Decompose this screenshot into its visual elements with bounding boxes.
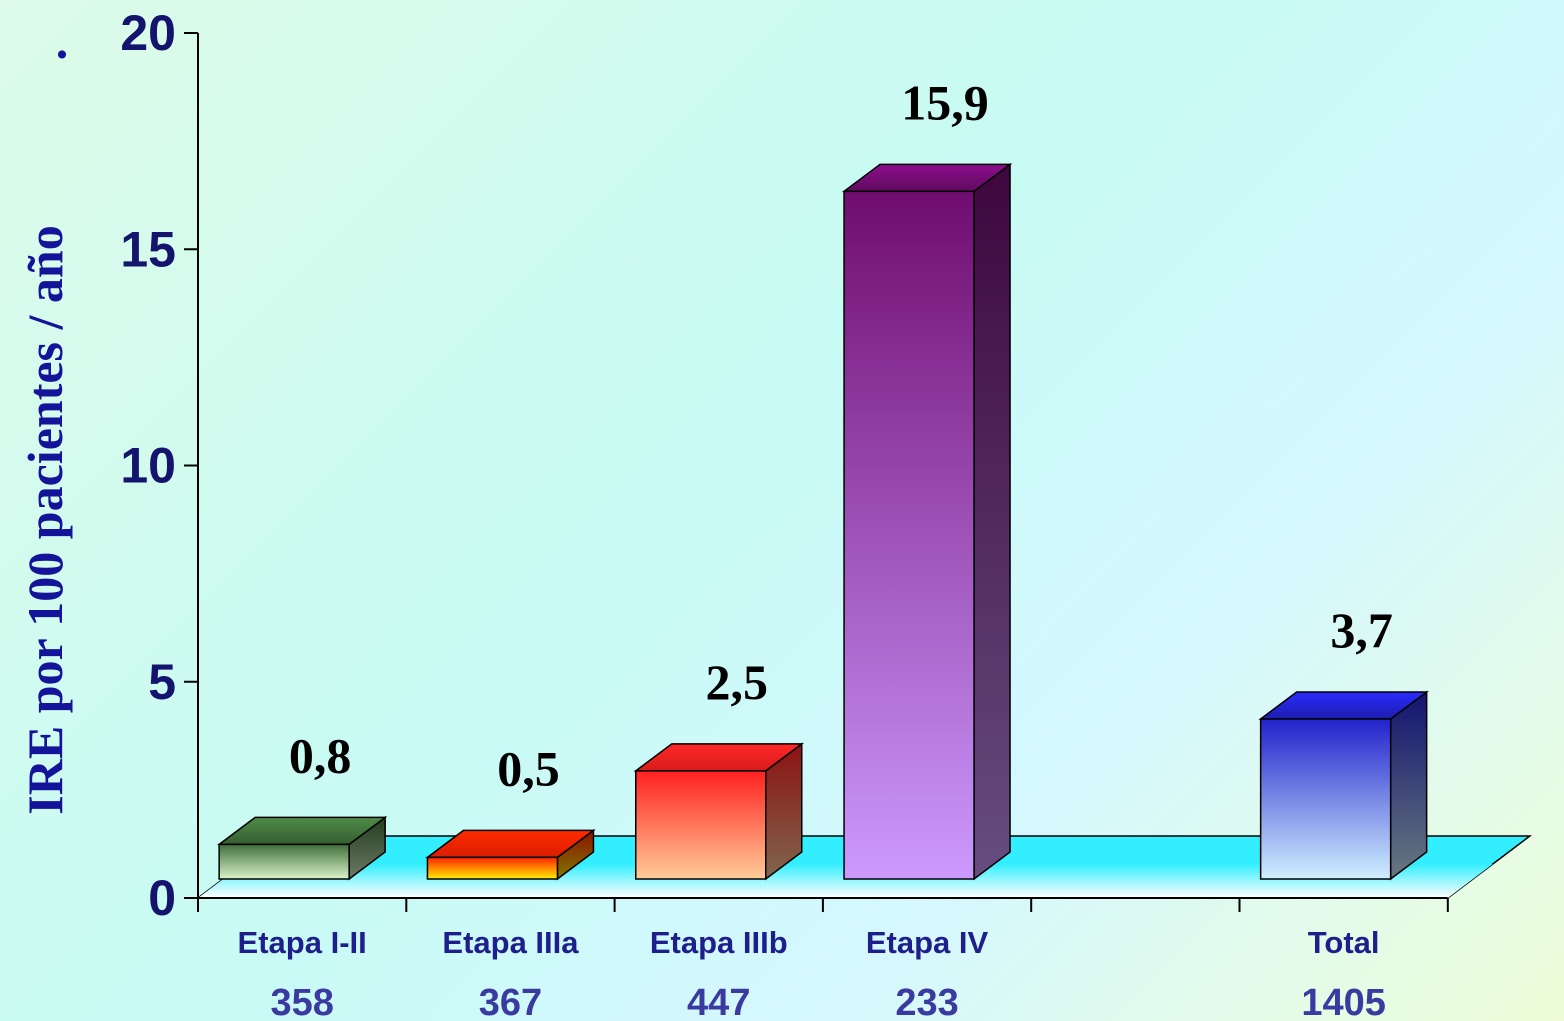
bar-etapa-iiia [425, 828, 596, 881]
bar-etapa-iv [841, 162, 1013, 881]
patient-count-label: 1405 [1301, 982, 1386, 1021]
y-axis-title: IRE por 100 pacientes / año [17, 225, 73, 814]
bar-etapa-i-ii [216, 815, 388, 881]
x-tick-label: Etapa IV [866, 925, 989, 960]
bar-value-label: 2,5 [706, 654, 769, 710]
bar-front-face [218, 843, 350, 880]
patient-count-label: 367 [479, 982, 542, 1021]
y-tick-label: 5 [148, 654, 176, 710]
bar-total [1258, 690, 1429, 881]
bar-value-label: 0,8 [289, 727, 352, 783]
y-tick-label: 10 [120, 438, 176, 494]
bar-front-face [426, 856, 559, 880]
x-tick-label: Etapa IIIb [650, 925, 788, 960]
y-tick-label: 20 [120, 5, 176, 61]
bar-etapa-iiib [633, 742, 804, 881]
bars [216, 162, 1429, 881]
bar-value-label: 0,5 [497, 740, 560, 796]
y-tick-label: 0 [148, 870, 176, 926]
x-tick-label: Total [1308, 925, 1380, 960]
x-tick-label: Etapa IIIa [442, 925, 579, 960]
bar-front-face [635, 770, 767, 880]
patient-count-label: 233 [895, 982, 958, 1021]
bar-value-label: 3,7 [1330, 602, 1393, 658]
y-tick-label: 15 [120, 221, 176, 277]
labels: Etapa I-II 358 0,8 Etapa IIIa 367 0,5 Etapa II… [238, 74, 1393, 1021]
y-axis-dot: . [56, 13, 69, 69]
bar-value-label: 15,9 [901, 74, 989, 130]
x-tick-label: Etapa I-II [238, 925, 367, 960]
bar-side-face [973, 162, 1011, 881]
bar-side-face [1389, 690, 1428, 881]
y-axis: 0 5 10 15 20 [120, 5, 1449, 926]
bar-front-face [843, 190, 975, 880]
patient-count-label: 447 [687, 982, 750, 1021]
bar-front-face [1259, 718, 1392, 880]
patient-count-label: 358 [270, 982, 333, 1021]
